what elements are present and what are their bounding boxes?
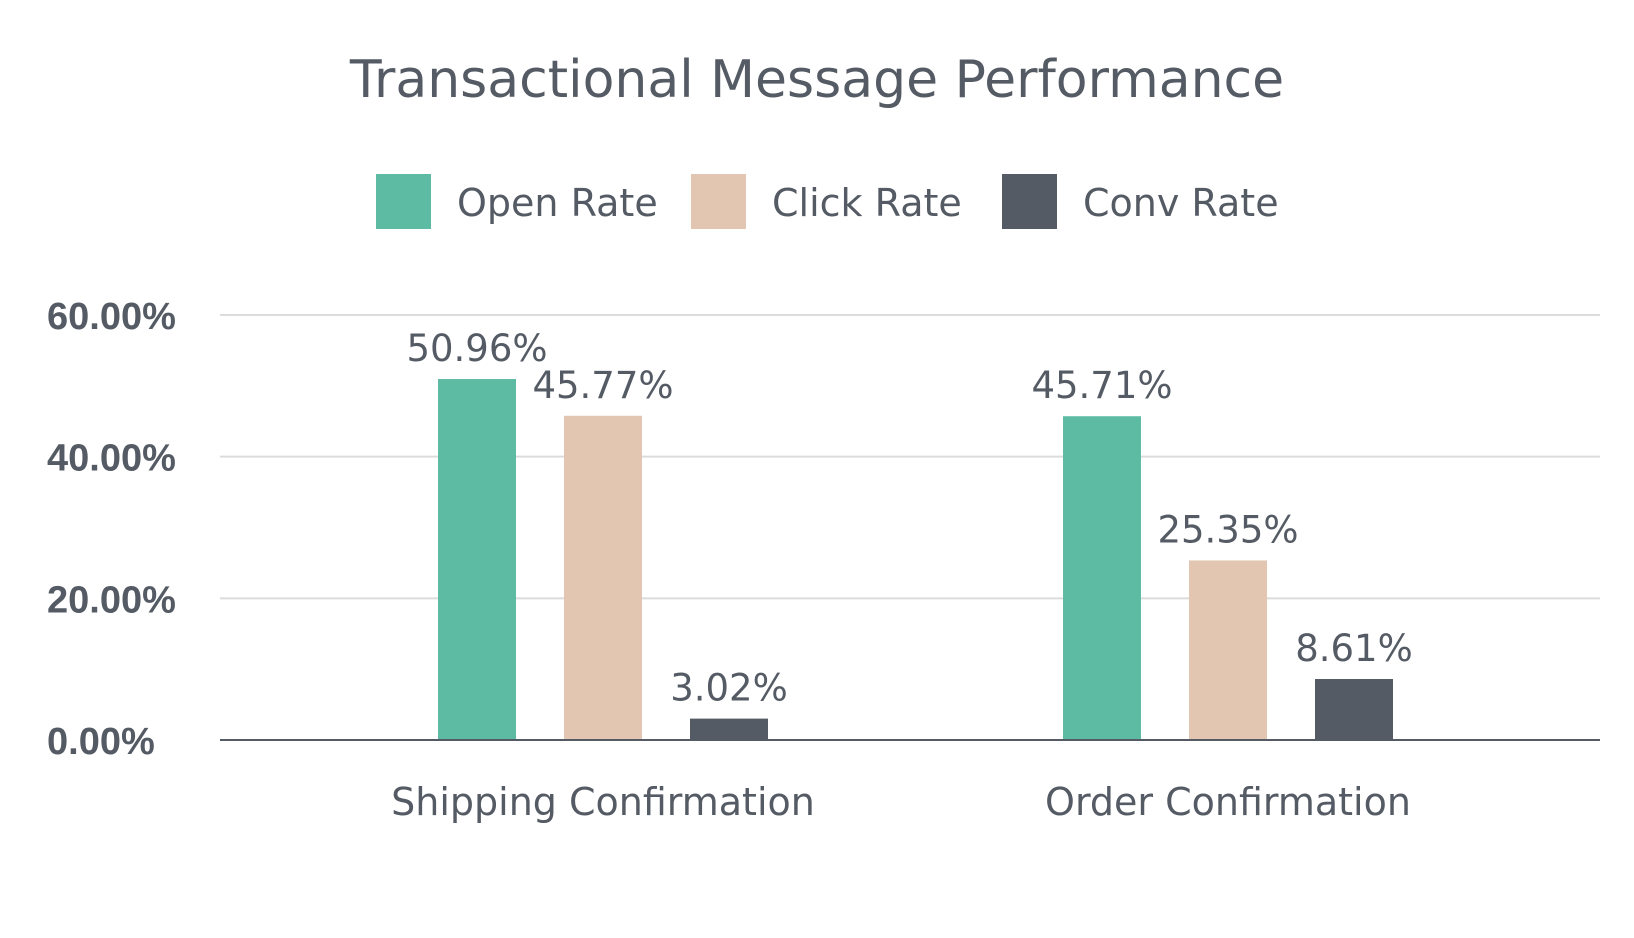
y-tick-label: 40.00% bbox=[47, 438, 176, 480]
data-label: 3.02% bbox=[670, 667, 788, 710]
data-label: 8.61% bbox=[1295, 627, 1413, 670]
x-axis: Shipping Confirmation Order Confirmation bbox=[220, 739, 1600, 824]
y-tick-label: 0.00% bbox=[47, 721, 155, 763]
data-label: 45.77% bbox=[532, 364, 673, 407]
data-label: 25.35% bbox=[1157, 508, 1298, 551]
y-tick-label: 20.00% bbox=[47, 579, 176, 621]
bar-conv-rate-order-confirmation bbox=[1315, 679, 1393, 740]
y-tick-label: 60.00% bbox=[47, 296, 176, 338]
legend-label-open-rate: Open Rate bbox=[457, 181, 658, 225]
y-axis: 0.00% 20.00% 40.00% 60.00% bbox=[47, 296, 176, 763]
x-category-label: Shipping Confirmation bbox=[391, 780, 815, 824]
bar-conv-rate-shipping-confirmation bbox=[690, 718, 768, 740]
legend-swatch-conv-rate bbox=[1002, 174, 1057, 229]
bar-click-rate-order-confirmation bbox=[1189, 560, 1267, 740]
data-label: 50.96% bbox=[406, 327, 547, 370]
legend-label-click-rate: Click Rate bbox=[772, 181, 962, 225]
legend-label-conv-rate: Conv Rate bbox=[1083, 181, 1279, 225]
x-category-label: Order Confirmation bbox=[1045, 780, 1411, 824]
legend-swatch-open-rate bbox=[376, 174, 431, 229]
bars: 50.96%45.77% 3.02% 45.71% 25.35% 8.61% bbox=[406, 327, 1413, 740]
legend-swatch-click-rate bbox=[691, 174, 746, 229]
bar-open-rate-order-confirmation bbox=[1063, 416, 1141, 740]
chart-title: Transactional Message Performance bbox=[349, 50, 1284, 110]
data-label: 45.71% bbox=[1031, 364, 1172, 407]
bar-open-rate-shipping-confirmation bbox=[438, 379, 516, 740]
legend: Open Rate Click Rate Conv Rate bbox=[376, 174, 1279, 229]
bar-click-rate-shipping-confirmation bbox=[564, 415, 642, 740]
